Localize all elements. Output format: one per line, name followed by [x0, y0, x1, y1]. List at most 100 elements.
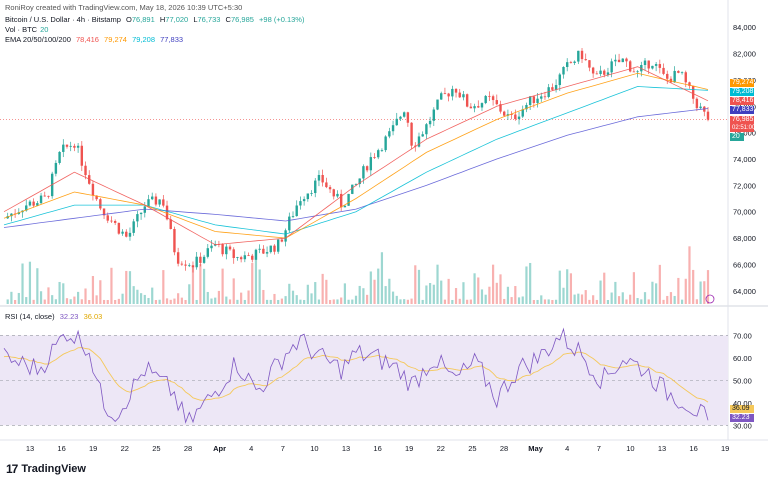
volume-bar — [177, 293, 180, 304]
candle-body — [554, 85, 558, 90]
candle-body — [43, 195, 46, 197]
volume-bar — [265, 299, 269, 304]
volume-bar — [510, 297, 513, 304]
volume-bar — [388, 278, 391, 304]
volume-bar — [458, 298, 461, 304]
volume-bar — [17, 292, 20, 304]
ema50-line — [3, 72, 709, 239]
volume-bar — [221, 268, 224, 304]
volume-bar — [617, 296, 621, 304]
candle-body — [347, 193, 350, 206]
candle-body — [625, 58, 628, 62]
volume-bar — [503, 298, 506, 304]
candle-body — [76, 145, 80, 148]
candle-body — [525, 105, 528, 110]
candle-body — [662, 67, 665, 74]
candle-body — [432, 109, 436, 121]
volume-legend[interactable]: Vol · BTC 20 — [5, 25, 49, 34]
ema-legend[interactable]: EMA 20/50/100/200 78,416 79,274 79,208 7… — [5, 35, 184, 44]
countdown-tag: 02:51:00 — [730, 124, 756, 132]
candle-body — [373, 157, 376, 158]
rsi-tick-label: 60.00 — [733, 354, 752, 363]
candle-body — [528, 96, 532, 106]
ema20-line — [3, 66, 709, 246]
candle-body — [317, 174, 321, 181]
candle-body — [106, 215, 109, 221]
candle-body — [540, 96, 543, 99]
volume-bar — [584, 290, 587, 304]
candle-body — [621, 58, 624, 63]
volume-bar — [706, 270, 710, 304]
candle-body — [514, 114, 517, 120]
symbol-name[interactable]: Bitcoin / U.S. Dollar · 4h · Bitstamp — [5, 15, 121, 24]
rsi-tick-label: 70.00 — [733, 331, 752, 340]
candle-body — [399, 116, 402, 119]
rsi-legend[interactable]: RSI (14, close) 32.23 36.03 — [5, 312, 103, 321]
candle-body — [503, 111, 506, 116]
volume-bar — [354, 295, 358, 304]
candle-body — [310, 193, 313, 194]
volume-bar — [606, 299, 610, 304]
candle-body — [173, 228, 176, 253]
candle-body — [465, 94, 469, 107]
tradingview-logo[interactable]: 17 TradingView — [6, 462, 86, 476]
volume-bar — [32, 299, 35, 304]
volume-bar — [632, 272, 635, 304]
volume-bar — [58, 281, 61, 304]
candle-body — [299, 201, 302, 206]
volume-bar — [395, 295, 398, 304]
candle-body — [395, 118, 398, 126]
candle-body — [473, 106, 476, 109]
volume-bar — [473, 273, 476, 304]
volume-bar — [36, 268, 39, 304]
volume-bar — [54, 299, 57, 304]
time-tick-label: 7 — [597, 444, 601, 453]
volume-bar — [95, 295, 98, 304]
volume-bar — [154, 299, 158, 304]
time-tick-label: 4 — [249, 444, 253, 453]
volume-bar — [692, 269, 695, 304]
candle-body — [436, 99, 439, 110]
volume-bar — [662, 299, 665, 304]
chart-credit: RoniRoy created with TradingView.com, Ma… — [5, 3, 243, 12]
tradingview-logo-icon: 17 — [6, 462, 18, 476]
time-tick-label: May — [528, 444, 543, 453]
candle-body — [221, 244, 224, 255]
volume-bar — [328, 299, 332, 304]
candle-body — [610, 61, 613, 73]
volume-bar — [69, 299, 72, 304]
candle-body — [599, 70, 602, 75]
candle-body — [480, 103, 484, 108]
candle-body — [251, 255, 254, 260]
candle-body — [191, 265, 195, 268]
rsi-ma-tag: 36.09 — [730, 405, 754, 413]
rsi-tick-label: 50.00 — [733, 376, 752, 385]
price-tick-label: 74,000 — [733, 155, 756, 164]
time-tick-label: 28 — [500, 444, 508, 453]
symbol-line: Bitcoin / U.S. Dollar · 4h · Bitstamp O7… — [5, 15, 307, 25]
volume-bar — [143, 294, 146, 304]
volume-bar — [536, 299, 539, 304]
volume-bar — [288, 283, 291, 304]
candle-body — [521, 109, 524, 117]
rsi-pane — [0, 327, 728, 426]
candle-body — [302, 199, 306, 202]
time-tick-label: 10 — [310, 444, 318, 453]
volume-bar — [114, 299, 117, 304]
candle-body — [477, 106, 480, 108]
volume-bar — [432, 284, 435, 304]
ohlc-open: O76,891 — [125, 15, 155, 24]
volume-bar — [514, 286, 517, 304]
candle-body — [28, 201, 32, 206]
volume-bar — [343, 283, 346, 304]
time-tick-label: 19 — [405, 444, 413, 453]
candle-body — [677, 70, 680, 73]
candle-body — [139, 212, 143, 215]
volume-bar — [77, 291, 80, 304]
candle-body — [132, 221, 135, 233]
volume-bar — [291, 290, 295, 304]
volume-bar — [173, 298, 176, 304]
candle-body — [58, 151, 61, 163]
candle-body — [684, 72, 687, 83]
volume-bar — [254, 251, 258, 304]
